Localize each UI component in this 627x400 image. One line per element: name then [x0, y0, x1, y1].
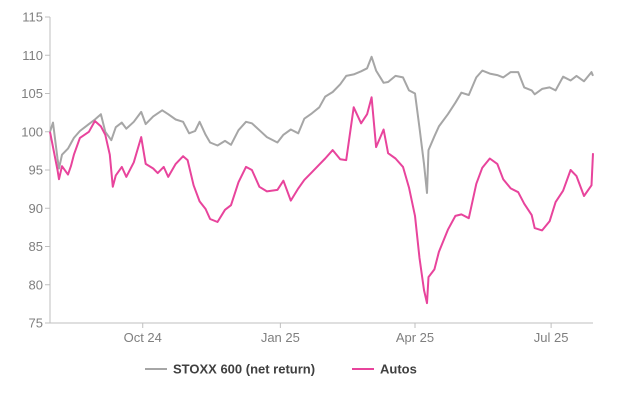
series-lines: [49, 55, 594, 305]
legend: STOXX 600 (net return) Autos: [145, 362, 417, 377]
x-axis: Oct 24 Jan 25 Apr 25 Jul 25: [50, 322, 593, 345]
y-tick-label: 110: [22, 48, 43, 63]
y-tick-label: 75: [29, 316, 43, 331]
x-tick-label: Apr 25: [396, 330, 434, 345]
y-tick-label: 100: [21, 124, 43, 139]
y-tick-label: 80: [29, 277, 43, 292]
series-line-stoxx-600: [49, 55, 594, 194]
legend-label: STOXX 600 (net return): [173, 362, 315, 377]
y-tick-label: 90: [29, 201, 43, 216]
x-tick-label: Jul 25: [534, 330, 569, 345]
y-axis: 75 80 85 90 95 100 105 110 115: [21, 10, 51, 331]
x-tick-label: Jan 25: [261, 330, 300, 345]
y-tick-label: 85: [29, 239, 43, 254]
x-tick-label: Oct 24: [124, 330, 162, 345]
y-tick-label: 95: [29, 163, 43, 178]
series-line-autos: [49, 96, 594, 305]
y-tick-label: 115: [22, 10, 43, 25]
y-tick-label: 105: [21, 86, 43, 101]
legend-label: Autos: [380, 362, 417, 377]
